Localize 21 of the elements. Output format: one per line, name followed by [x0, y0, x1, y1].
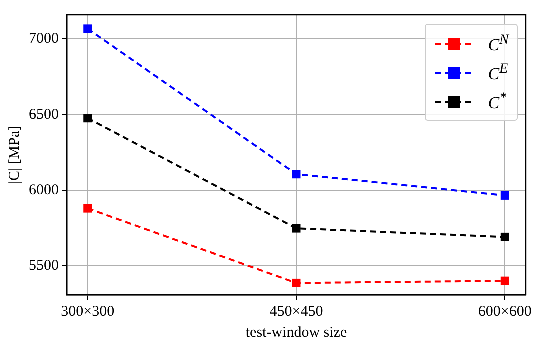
legend-label: C$^{N}$	[488, 32, 509, 56]
y-tick-label: 6500	[29, 106, 59, 123]
point	[84, 204, 92, 213]
point	[84, 24, 92, 34]
point	[292, 224, 301, 233]
y-tick-label: 7000	[29, 31, 59, 48]
point	[500, 276, 510, 286]
y-axis-title: |C| [MPa]	[6, 126, 23, 184]
legend-label: C$^{E}$	[488, 60, 508, 84]
y-tick-label: 6000	[29, 182, 59, 199]
y-tick-label: 5500	[29, 258, 59, 274]
x-tick-label: 450×450	[270, 304, 324, 320]
point	[84, 114, 92, 123]
point	[500, 191, 510, 200]
x-axis-title: test-window size	[246, 324, 348, 341]
point	[500, 232, 510, 242]
point	[292, 170, 301, 179]
x-tick-label: 600×600	[478, 304, 532, 320]
x-tick-label: 300×300	[61, 304, 115, 320]
point	[292, 278, 301, 288]
legend-label: C$^{*}$	[488, 90, 507, 114]
